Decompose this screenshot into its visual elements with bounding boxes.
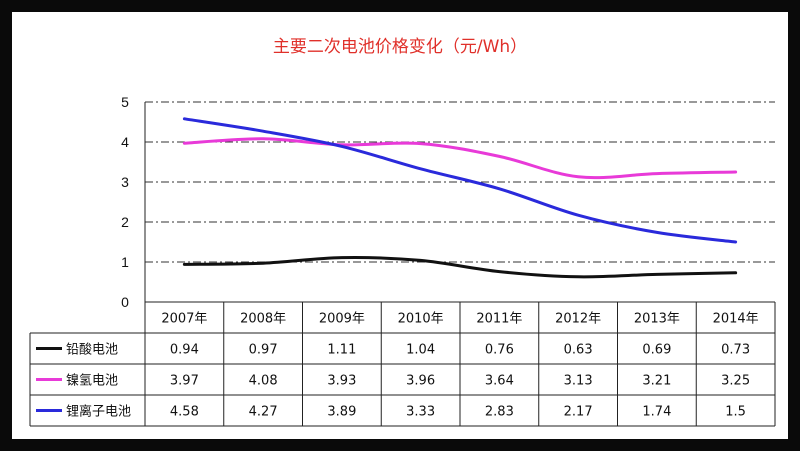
legend-label: 铅酸电池 <box>66 343 118 358</box>
table-cell-value: 4.27 <box>249 405 278 420</box>
y-tick-label: 5 <box>121 94 129 110</box>
series-line <box>182 137 738 180</box>
table-cell-value: 3.97 <box>170 374 199 389</box>
legend-label: 镍氢电池 <box>66 374 118 389</box>
x-tick-label: 2007年 <box>161 312 207 327</box>
x-tick-label: 2014年 <box>713 312 759 327</box>
table-cell-value: 0.76 <box>485 343 514 358</box>
table-cell-value: 4.58 <box>170 405 199 420</box>
table-cell-value: 3.93 <box>327 374 356 389</box>
table-cell-value: 4.08 <box>249 374 278 389</box>
x-tick-label: 2009年 <box>319 312 365 327</box>
table-cell-value: 3.64 <box>485 374 514 389</box>
x-tick-label: 2012年 <box>555 312 601 327</box>
series-line <box>182 117 738 244</box>
table-cell-value: 0.94 <box>170 343 199 358</box>
table-cell-value: 2.17 <box>564 405 593 420</box>
x-tick-label: 2010年 <box>398 312 444 327</box>
legend-label: 锂离子电池 <box>66 404 131 420</box>
x-tick-label: 2013年 <box>634 312 680 327</box>
table-cell-value: 0.69 <box>642 343 671 358</box>
table-cell-value: 1.74 <box>642 405 671 420</box>
table-cell-value: 0.97 <box>249 343 278 358</box>
x-tick-label: 2008年 <box>240 312 286 327</box>
table-cell-value: 3.25 <box>721 374 750 389</box>
table-cell-value: 1.11 <box>327 343 356 358</box>
series-line <box>182 255 738 279</box>
y-tick-label: 3 <box>121 174 129 190</box>
table-cell-value: 3.13 <box>564 374 593 389</box>
table-cell-value: 3.33 <box>406 405 435 420</box>
y-tick-label: 1 <box>121 254 129 270</box>
y-tick-label: 0 <box>121 294 129 310</box>
table-cell-value: 0.73 <box>721 343 750 358</box>
table-cell-value: 1.5 <box>725 405 746 420</box>
table-cell-value: 2.83 <box>485 405 514 420</box>
table-cell-value: 3.21 <box>642 374 671 389</box>
y-tick-label: 4 <box>121 134 129 150</box>
table-cell-value: 0.63 <box>564 343 593 358</box>
table-cell-value: 1.04 <box>406 343 435 358</box>
chart-title: 主要二次电池价格变化（元/Wh） <box>272 37 528 57</box>
table-cell-value: 3.96 <box>406 374 435 389</box>
table-cell-value: 3.89 <box>327 405 356 420</box>
y-tick-label: 2 <box>121 214 129 230</box>
x-tick-label: 2011年 <box>476 312 522 327</box>
